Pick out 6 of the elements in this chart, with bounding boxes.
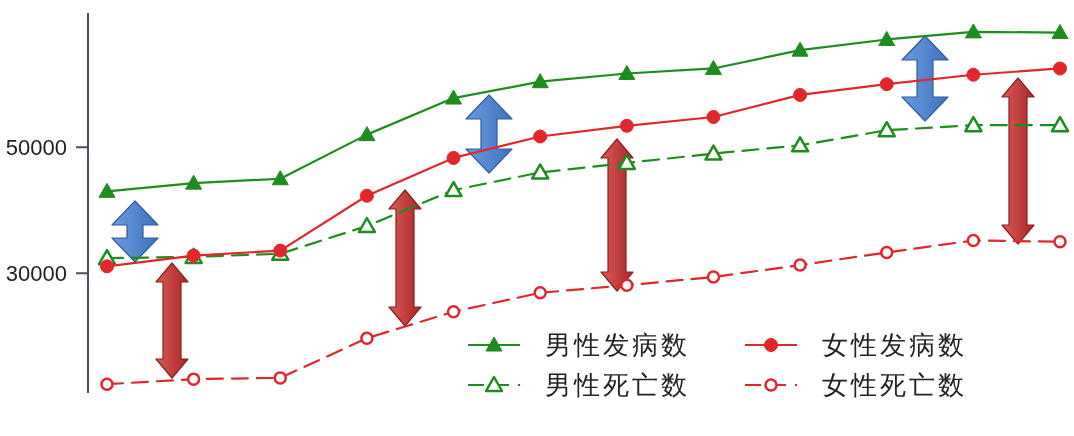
legend-label: 女性死亡数: [822, 370, 967, 400]
legend-label: 男性发病数: [545, 330, 690, 360]
y-tick-label: 50000: [5, 134, 67, 160]
legend-label: 女性发病数: [822, 330, 967, 360]
y-tick-label: 30000: [5, 260, 67, 286]
legend-label: 男性死亡数: [545, 370, 690, 400]
